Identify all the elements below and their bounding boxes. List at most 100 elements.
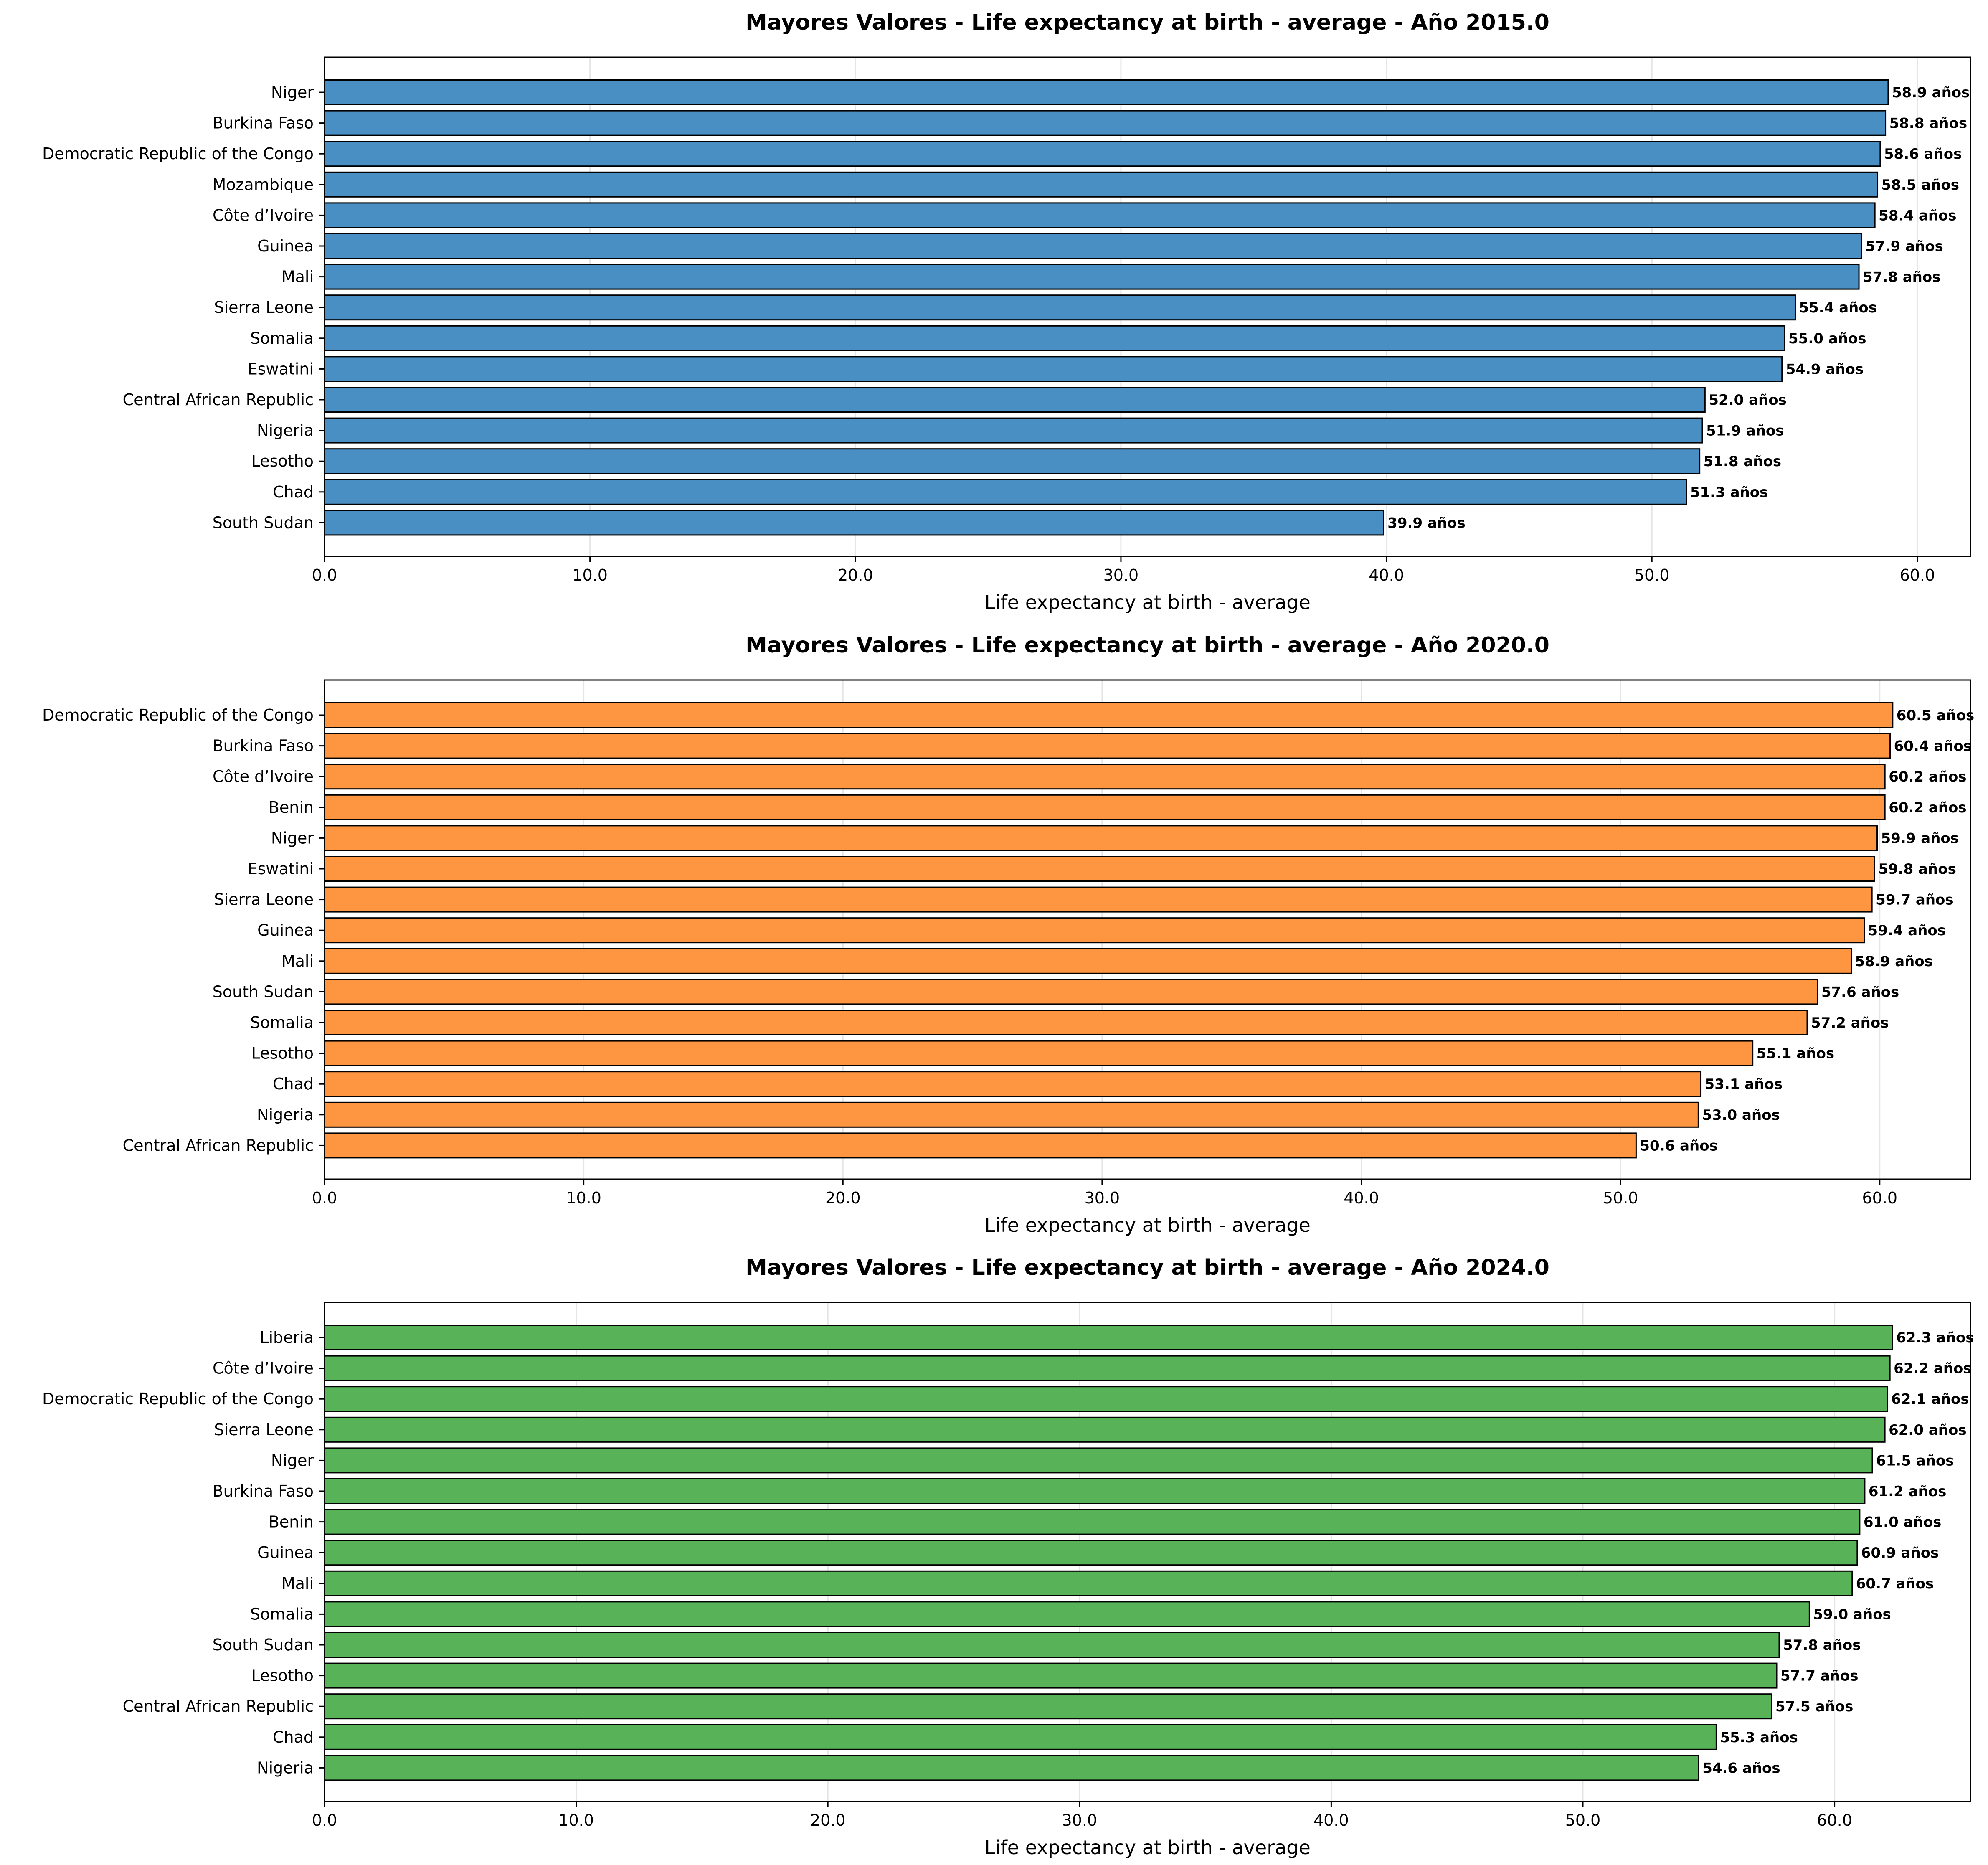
y-tick-label: Benin: [269, 798, 314, 817]
x-tick-label: 30.0: [1062, 1811, 1097, 1829]
x-tick-label: 0.0: [312, 1811, 337, 1829]
y-tick-label: Somalia: [250, 1605, 314, 1623]
y-tick-label: Sierra Leone: [214, 298, 314, 317]
bar: [324, 1386, 1888, 1412]
y-tick-label: Eswatini: [248, 860, 314, 878]
bar: [324, 764, 1886, 790]
bar: [324, 1325, 1893, 1350]
data-label: 57.8 años: [1783, 1637, 1861, 1654]
x-axis-label: Life expectancy at birth - average: [984, 1214, 1311, 1236]
bar: [324, 202, 1876, 228]
y-tick-label: Mali: [281, 268, 314, 286]
bar: [324, 79, 1889, 105]
x-tick-label: 50.0: [1565, 1811, 1601, 1829]
y-tick-label: Somalia: [250, 329, 314, 348]
y-tick-label: Guinea: [257, 237, 314, 255]
chart-title: Mayores Valores - Life expectancy at bir…: [746, 10, 1549, 35]
x-tick-label: 60.0: [1900, 566, 1935, 584]
y-tick-label: Chad: [273, 1075, 314, 1093]
bar: [324, 1755, 1699, 1781]
bar: [324, 325, 1785, 351]
bar: [324, 794, 1886, 820]
data-label: 52.0 años: [1709, 392, 1786, 409]
y-tick-label: Côte d’Ivoire: [213, 767, 314, 786]
y-tick-label: Mali: [281, 952, 314, 970]
bar: [324, 171, 1879, 198]
bar: [324, 1662, 1778, 1689]
x-tick-label: 30.0: [1103, 566, 1139, 584]
y-tick-label: Niger: [271, 829, 314, 847]
data-label: 58.4 años: [1879, 207, 1956, 224]
y-tick-label: Burkina Faso: [213, 737, 314, 755]
y-tick-label: Chad: [273, 483, 314, 501]
data-label: 59.8 años: [1878, 861, 1956, 878]
bar: [324, 356, 1783, 382]
x-tick-label: 10.0: [566, 1189, 601, 1207]
data-label: 60.2 años: [1889, 799, 1966, 816]
data-label: 62.3 años: [1896, 1330, 1974, 1346]
bar: [324, 979, 1818, 1005]
y-tick-label: Burkina Faso: [213, 1482, 314, 1500]
y-tick-label: Democratic Republic of the Congo: [42, 145, 314, 163]
y-tick-label: Nigeria: [257, 1106, 314, 1124]
x-tick-label: 20.0: [825, 1189, 861, 1207]
y-tick-label: Central African Republic: [123, 1697, 314, 1715]
y-tick-label: Lesotho: [251, 1667, 314, 1685]
bar: [324, 1416, 1886, 1443]
y-tick-label: Niger: [271, 1451, 314, 1469]
y-tick-label: Liberia: [260, 1328, 314, 1347]
data-label: 60.9 años: [1861, 1545, 1939, 1561]
bar: [324, 1509, 1861, 1535]
bar: [324, 1355, 1891, 1381]
data-label: 58.8 años: [1889, 115, 1967, 132]
data-label: 60.2 años: [1889, 769, 1966, 785]
x-tick-label: 60.0: [1862, 1189, 1897, 1207]
bar: [324, 1040, 1754, 1066]
y-tick-label: Niger: [271, 83, 314, 101]
x-tick-label: 40.0: [1314, 1811, 1349, 1829]
bar: [324, 264, 1860, 290]
data-label: 57.7 años: [1780, 1668, 1858, 1685]
data-label: 55.4 años: [1799, 299, 1876, 316]
bar: [324, 387, 1706, 413]
data-label: 51.3 años: [1690, 484, 1768, 501]
y-tick-label: Democratic Republic of the Congo: [42, 706, 314, 724]
data-label: 58.9 años: [1892, 84, 1970, 101]
y-tick-label: Burkina Faso: [213, 114, 314, 132]
y-tick-label: Lesotho: [251, 1044, 314, 1063]
y-tick-label: Sierra Leone: [214, 891, 314, 909]
bar: [324, 141, 1881, 167]
data-label: 58.6 años: [1884, 146, 1962, 162]
bar: [324, 1632, 1780, 1658]
data-label: 57.5 años: [1775, 1698, 1853, 1715]
x-tick-label: 0.0: [312, 566, 337, 584]
x-tick-label: 50.0: [1603, 1189, 1638, 1207]
bar: [324, 948, 1852, 974]
bar: [324, 1693, 1772, 1720]
y-tick-label: Democratic Republic of the Congo: [42, 1390, 314, 1408]
x-tick-label: 20.0: [838, 566, 873, 584]
x-tick-label: 30.0: [1085, 1189, 1120, 1207]
bar: [324, 1101, 1699, 1128]
y-tick-label: Chad: [273, 1728, 314, 1746]
bar: [324, 294, 1796, 321]
y-tick-label: Somalia: [250, 1013, 314, 1032]
bar: [324, 733, 1891, 759]
bar: [324, 233, 1862, 259]
y-tick-label: Lesotho: [251, 452, 314, 470]
y-tick-label: Mali: [281, 1574, 314, 1593]
y-tick-label: Central African Republic: [123, 391, 314, 409]
plot-area-frame: [324, 56, 1971, 557]
x-tick-label: 50.0: [1634, 566, 1670, 584]
data-label: 59.7 años: [1876, 892, 1953, 908]
y-tick-label: Guinea: [257, 921, 314, 939]
x-tick-label: 0.0: [312, 1189, 337, 1207]
x-tick-label: 10.0: [572, 566, 608, 584]
y-tick-label: Côte d’Ivoire: [213, 1359, 314, 1378]
y-tick-label: South Sudan: [213, 513, 314, 532]
data-label: 61.0 años: [1864, 1514, 1941, 1531]
plot-area-frame: [324, 1302, 1971, 1802]
data-label: 62.1 años: [1891, 1391, 1969, 1408]
bar: [324, 1601, 1810, 1627]
